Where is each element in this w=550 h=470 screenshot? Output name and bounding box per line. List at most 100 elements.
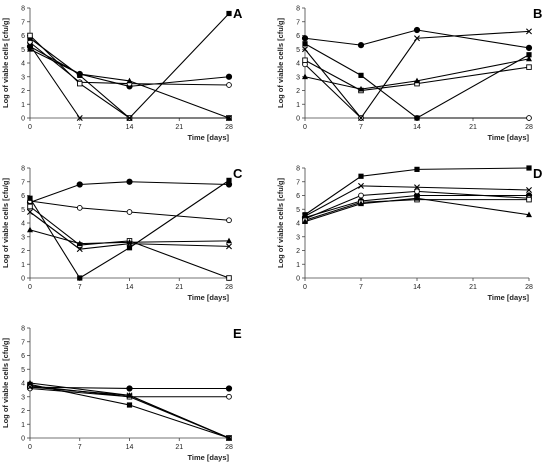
panel-b-y-tick-label: 4 [296, 61, 300, 68]
panel-c-series-open-square-point [226, 275, 232, 281]
panel-e-x-tick-label: 28 [225, 444, 233, 451]
panel-a-series-cross-line [29, 44, 229, 119]
panel-b-y-tick-label: 6 [296, 33, 300, 40]
panel-c-series-filled-triangle-point [226, 237, 232, 244]
panel-d-series-open-circle [302, 188, 532, 222]
panel-e-y-tick-label: 0 [21, 436, 25, 443]
panel-d-series-open-circle-point [414, 188, 420, 195]
panel-b-series-filled-square-point [358, 72, 364, 78]
panel-e-x-tick-label: 21 [175, 444, 183, 451]
panel-e-y-tick-label: 8 [21, 326, 25, 333]
panel-c-label: C [233, 166, 243, 181]
panel-d-label: D [533, 166, 542, 181]
panel-b-x-tick-label: 0 [303, 124, 307, 131]
panel-b-series-cross-point [414, 35, 420, 42]
panel-d: 0 1 2 3 4 5 6 7 8 0 7 14 21 28 Time [days] Log of viabl… [276, 165, 542, 302]
panel-c-series-filled-square-point [226, 177, 232, 183]
panel-b-series-filled-triangle-point [358, 85, 364, 92]
panel-a-y-tick-label: 2 [21, 88, 25, 95]
panel-c-series-cross [27, 209, 232, 253]
panel-a-x-axis-label: Time [days] [187, 133, 229, 142]
panel-d-series-cross-point [526, 187, 532, 193]
panel-c-series-open-circle-point [226, 217, 232, 224]
panel-c-series-cross-line [29, 211, 230, 250]
panel-d-series-filled-triangle-point [414, 195, 420, 201]
panel-c-y-tick-label: 0 [21, 276, 25, 283]
panel-a-series-filled-square [27, 10, 232, 121]
panel-c-series-filled-circle-line [29, 181, 230, 203]
panel-b-series-cross-line [304, 30, 530, 119]
panel-d-series-cross-point [302, 213, 308, 220]
panel-c-series-cross-point-stroke-b [126, 240, 133, 247]
panel-c-series-cross-point [76, 246, 83, 253]
panel-a-y-tick-label: 3 [21, 74, 25, 81]
panel-d-x-tick-label: 14 [413, 284, 421, 291]
panel-c-y-tick-label: 3 [21, 234, 25, 241]
panel-d-series-filled-square-line [304, 167, 530, 216]
panel-b-series-filled-circle-point [525, 44, 533, 51]
panel-c-y-tick-label: 2 [21, 248, 25, 255]
panel-c-series-cross-point [126, 240, 133, 247]
panel-b-series-filled-circle [301, 26, 533, 51]
panel-e-y-tick-label: 5 [21, 367, 25, 374]
panel-b-series-filled-circle-point [301, 35, 309, 42]
panel-a-y-tick-label: 5 [21, 47, 25, 54]
panel-c-series-open-circle-point [76, 205, 83, 211]
panel-c-y-tick-label: 4 [21, 221, 25, 228]
panel-a-series-filled-triangle-point [126, 77, 133, 84]
panel-a-series-cross-point-stroke-b [226, 115, 232, 121]
panel-b-series-filled-circle-point [357, 42, 365, 49]
panel-d-series-filled-triangle-point [302, 218, 308, 225]
panel-c-series-filled-square [27, 177, 232, 281]
panel-e-series-cross-point [226, 435, 232, 441]
panel-b-label: B [533, 6, 542, 21]
panel-a-label: A [233, 6, 243, 21]
panel-b-y-axis-label: Log of viable cells [cfu/g] [276, 17, 285, 108]
panel-b-series-filled-triangle-point [414, 77, 420, 84]
panel-d-series-filled-triangle-line [304, 197, 530, 223]
panel-c-series-cross-point-stroke-b [27, 209, 33, 215]
panel-a-series-open-square-line [29, 35, 229, 119]
panel-c-series-open-circle-point [126, 209, 133, 215]
panel-a-series-cross-point [76, 115, 83, 121]
panel-d-series-filled-triangle-point [358, 200, 364, 207]
panel-c-y-tick-label: 5 [21, 207, 25, 214]
panel-e-y-tick-label: 3 [21, 394, 25, 401]
panel-b-series-open-circle-point [526, 115, 532, 121]
panel-a-y-tick-label: 6 [21, 33, 25, 40]
panel-d-x-tick-label: 21 [469, 284, 477, 291]
panel-e-series-filled-circle-point [126, 385, 133, 392]
panel-d-series-filled-square-point [526, 165, 532, 171]
panel-d-series-filled-triangle [302, 195, 532, 225]
panel-b-x-tick-label: 21 [469, 124, 477, 131]
panel-b-y-tick-label: 8 [296, 6, 300, 13]
panel-c-x-tick-label: 21 [175, 284, 183, 291]
panel-b-x-tick-label: 7 [359, 124, 363, 131]
panel-b-series-cross-point-stroke-b [358, 115, 364, 121]
panel-c-series-filled-square-point [126, 245, 133, 251]
panel-c-y-axis-label: Log of viable cells [cfu/g] [1, 177, 10, 268]
panel-c-series-filled-triangle-point [76, 240, 83, 247]
panel-d-series-filled-square-point [302, 212, 308, 218]
panel-b-series-filled-circle-point [413, 26, 421, 34]
panel-b-y-tick-label: 7 [296, 19, 300, 26]
panel-d-y-tick-label: 7 [296, 179, 300, 186]
panel-b-x-tick-label: 14 [413, 124, 421, 131]
panel-b-series-filled-circle-line [304, 29, 530, 49]
panel-c-series-open-circle-line [29, 200, 230, 221]
panel-d-x-tick-label: 7 [359, 284, 363, 291]
panel-a-series-filled-square-line [29, 13, 230, 119]
panel-e-y-axis-label: Log of viable cells [cfu/g] [1, 337, 10, 428]
panel-a-series-filled-triangle-line [29, 48, 230, 119]
panel-b-series-open-circle [302, 61, 532, 121]
panel-d-y-tick-label: 1 [296, 262, 300, 269]
panel-c-y-tick-label: 1 [21, 262, 25, 269]
panel-b-series-cross-point-stroke-b [526, 28, 532, 35]
panel-a-x-tick-label: 28 [225, 124, 233, 131]
panel-a-series-open-circle-line [29, 41, 230, 86]
panel-b-series-filled-square [302, 41, 532, 121]
panel-a-series-cross-point-stroke-b [27, 42, 33, 49]
panel-e-label: E [233, 326, 242, 341]
panel-c: 0 1 2 3 4 5 6 7 8 0 7 14 21 28 Time [days] Log of viabl… [1, 166, 243, 303]
panel-a-y-tick-label: 0 [21, 116, 25, 123]
